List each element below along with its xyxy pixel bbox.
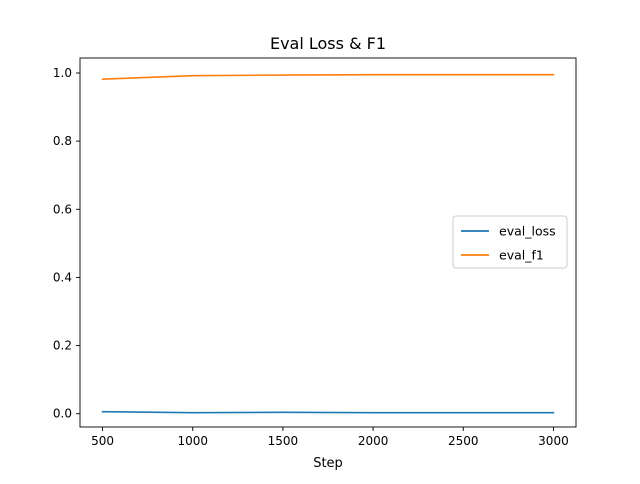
x-tick-label: 500	[91, 434, 114, 448]
x-tick-label: 3000	[538, 434, 569, 448]
legend-label-eval_loss: eval_loss	[499, 224, 556, 239]
x-axis-label: Step	[313, 456, 343, 471]
x-tick-label: 1000	[177, 434, 208, 448]
y-tick-label: 0.2	[53, 339, 72, 353]
series-line-eval_loss	[101, 410, 555, 414]
plot-area: 500 1000 1500 2000 2500 3000 0.0 0.2 0.4 0.6 0.8 1.…	[53, 57, 577, 448]
y-tick-label: 1.0	[53, 66, 72, 80]
x-tick-label: 2500	[448, 434, 479, 448]
series-line-eval_f1	[101, 73, 555, 80]
y-tick-label: 0.0	[53, 407, 72, 421]
chart-title: Eval Loss & F1	[270, 34, 386, 53]
x-tick-label: 1500	[268, 434, 299, 448]
y-tick-label: 0.6	[53, 202, 72, 216]
plot-frame	[79, 57, 577, 428]
legend-label-eval_f1: eval_f1	[499, 248, 544, 263]
y-tick-label: 0.4	[53, 270, 72, 284]
x-tick-label: 2000	[358, 434, 389, 448]
y-tick-label: 0.8	[53, 134, 72, 148]
